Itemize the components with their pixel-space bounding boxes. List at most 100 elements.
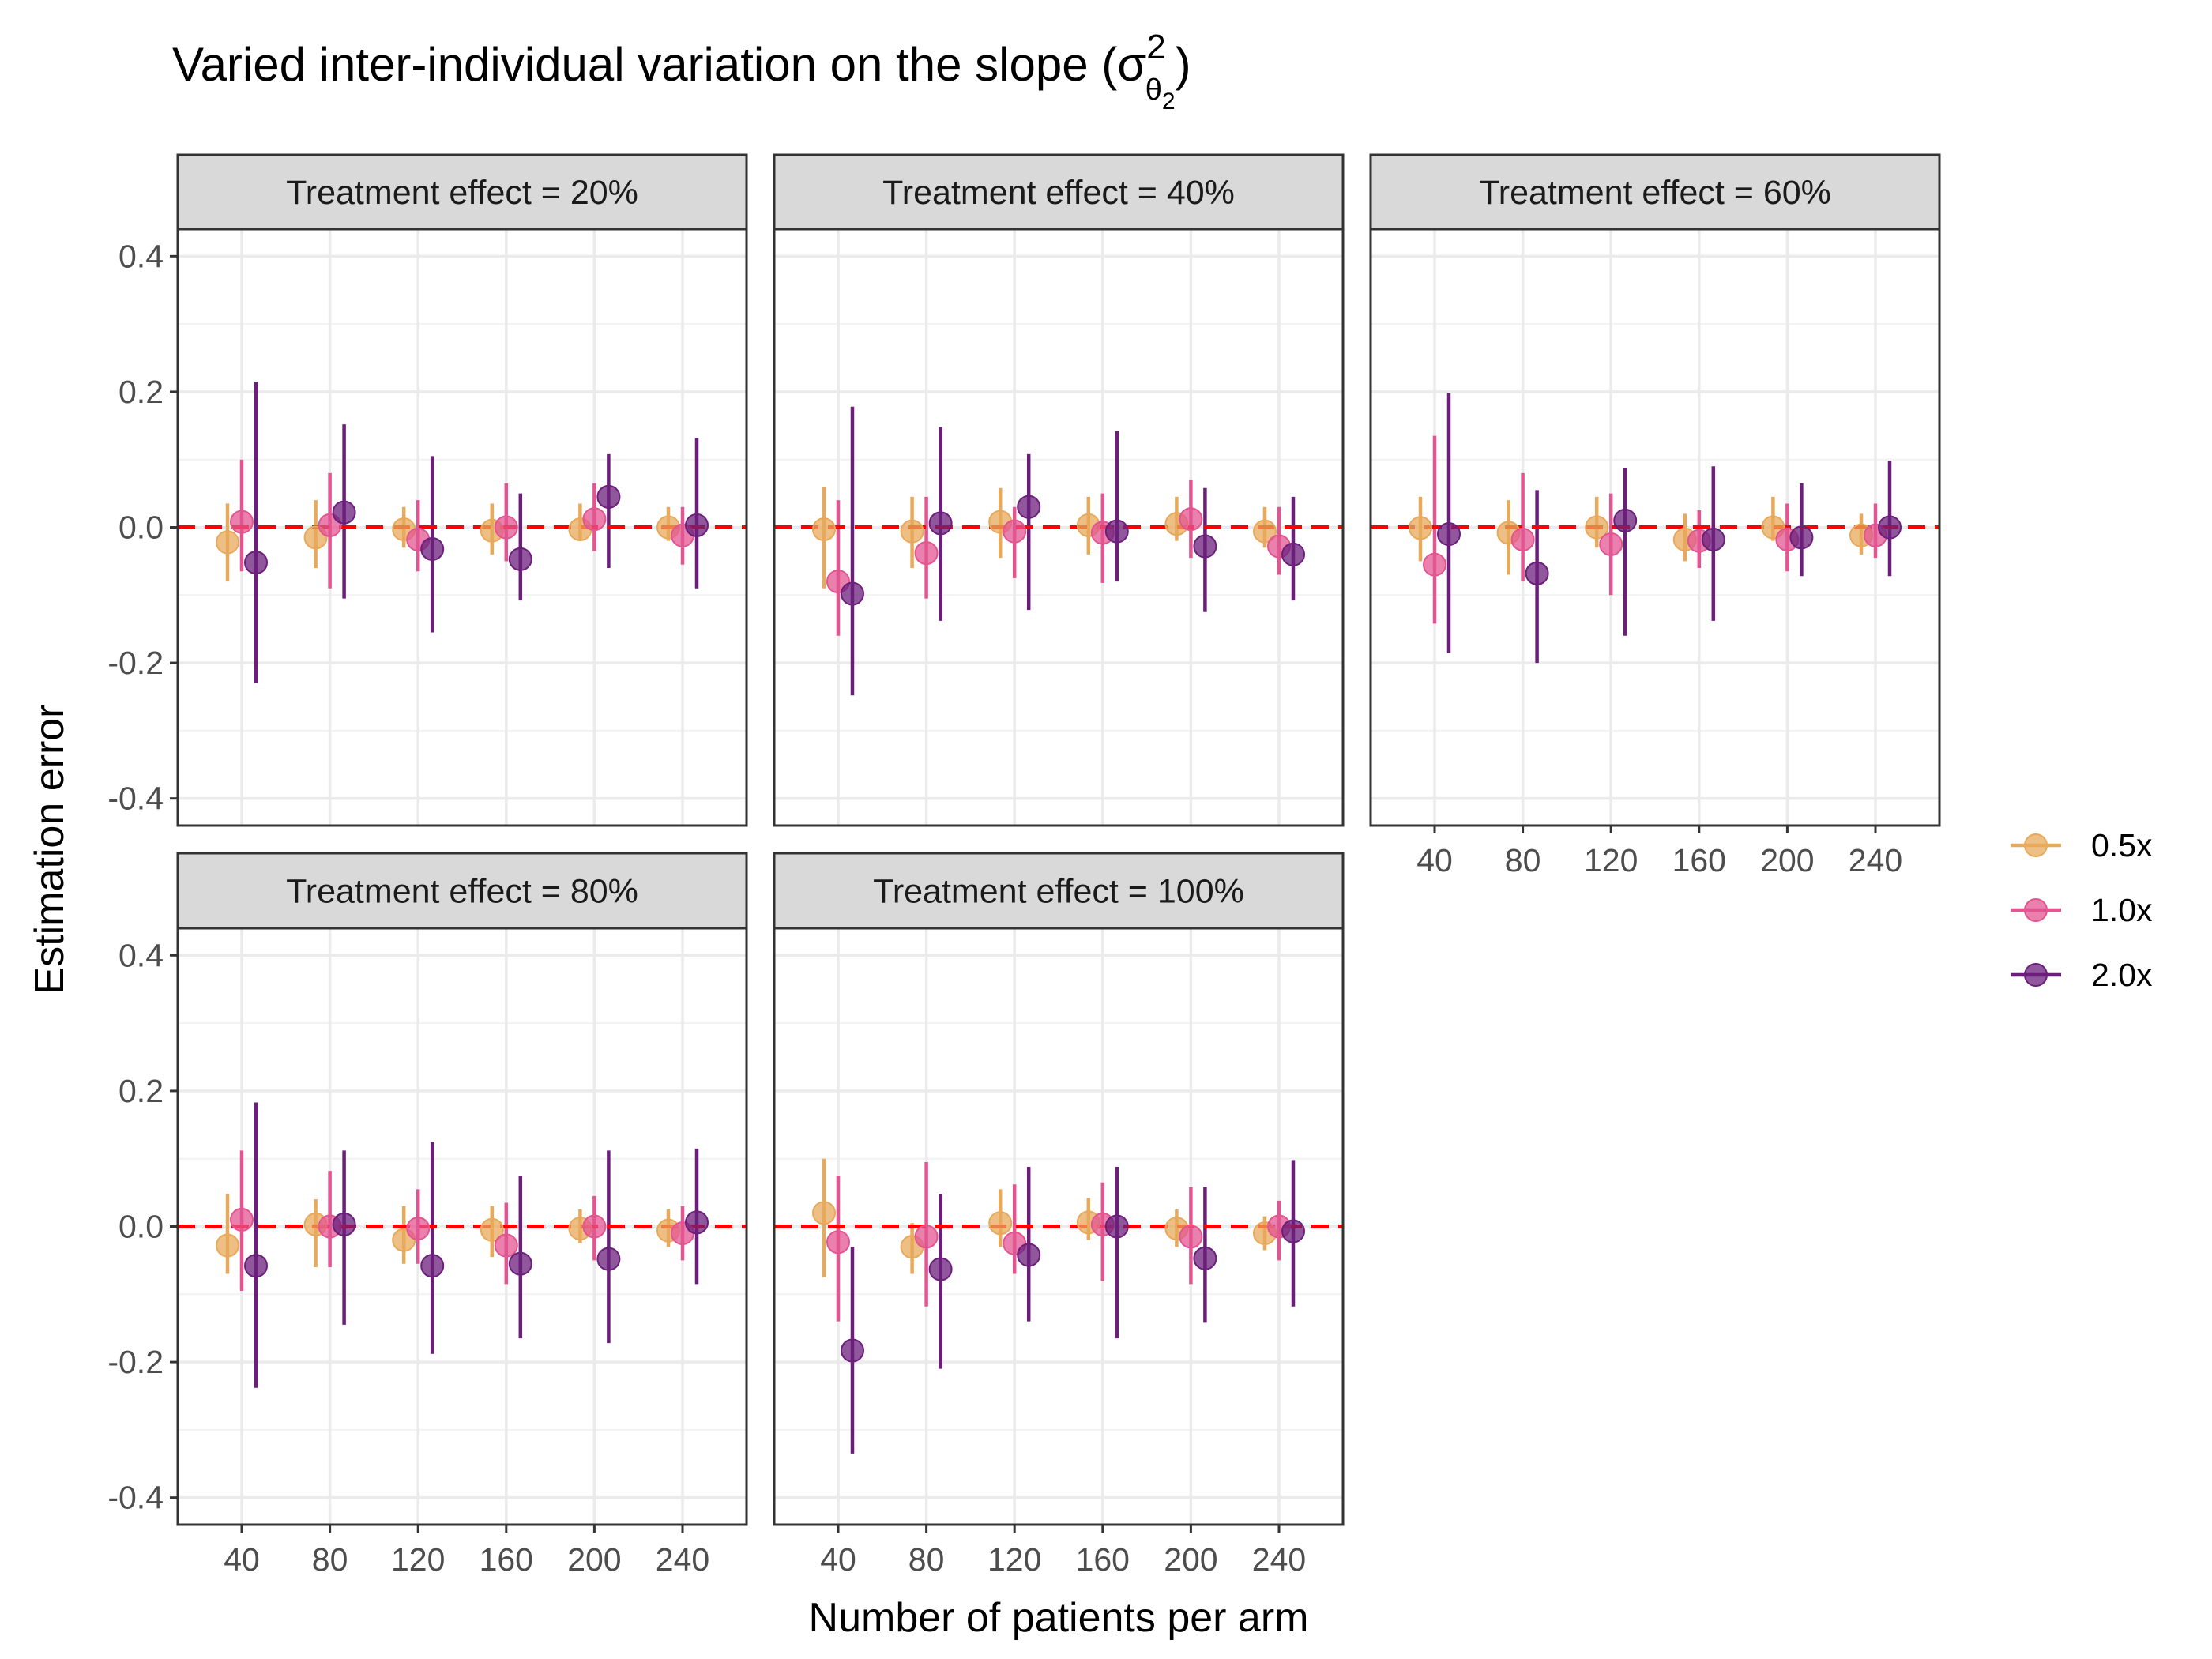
- x-tick-label: 160: [480, 1541, 533, 1578]
- data-point: [914, 1224, 939, 1249]
- x-tick-label: 240: [1252, 1541, 1306, 1578]
- facet-strip-label: Treatment effect = 40%: [882, 174, 1235, 212]
- x-axis-ticks: 40 80 120 160 200 240 40 80 120 160 200 240 40 80 120 1…: [224, 826, 1902, 1578]
- data-point: [812, 1201, 836, 1225]
- y-tick-label: 0.0: [118, 1209, 164, 1245]
- x-tick-label: 200: [1164, 1541, 1217, 1578]
- y-tick-label: 0.4: [118, 238, 164, 274]
- y-tick-label: 0.4: [118, 937, 164, 973]
- facet-strip: [1369, 153, 1941, 231]
- y-tick-label: 0.2: [118, 1073, 164, 1109]
- data-point: [494, 1233, 518, 1258]
- x-tick-label: 40: [1416, 842, 1453, 878]
- facet-strip: [176, 153, 748, 231]
- data-point: [685, 513, 709, 537]
- panel-border: [1369, 228, 1941, 827]
- title-close: ): [1176, 38, 1191, 91]
- data-point: [1017, 495, 1041, 519]
- data-point: [1613, 508, 1638, 532]
- data-point: [332, 500, 356, 525]
- facet-panel: Treatment effect = 80% 0.4 0.2 0.0 -0.2 -0.4: [107, 852, 748, 1526]
- legend-item: 0.5x: [2011, 827, 2153, 863]
- data-point: [582, 507, 607, 532]
- data-point: [508, 547, 532, 571]
- facet-strip: [176, 852, 748, 930]
- title-subscript-index: 2: [1162, 88, 1176, 115]
- facet-panel: Treatment effect = 40%: [773, 153, 1345, 827]
- data-point: [420, 1254, 445, 1278]
- x-tick-label: 120: [391, 1541, 445, 1578]
- facet-strip-label: Treatment effect = 20%: [286, 174, 638, 212]
- y-axis-title: Estimation error: [27, 705, 73, 995]
- x-tick-label: 40: [820, 1541, 856, 1578]
- legend-item: 2.0x: [2011, 957, 2153, 993]
- data-point: [596, 1247, 621, 1271]
- legend-key-point: [2024, 833, 2048, 857]
- x-tick-label: 40: [224, 1541, 260, 1578]
- data-point: [1104, 519, 1129, 544]
- facet-panel: Treatment effect = 20% 0.4 0.2 0.0 -0.2 -0.4: [107, 153, 748, 827]
- panel-border: [773, 927, 1345, 1526]
- data-point: [900, 519, 924, 544]
- x-tick-label: 240: [656, 1541, 709, 1578]
- facet-strip: [773, 153, 1345, 231]
- data-point: [988, 1211, 1013, 1236]
- data-point: [230, 1207, 254, 1232]
- x-tick-label: 80: [908, 1541, 945, 1578]
- data-point: [1437, 522, 1461, 547]
- panel-border: [773, 228, 1345, 827]
- facet-panel: Treatment effect = 100%: [773, 852, 1345, 1526]
- data-point: [1585, 515, 1609, 540]
- x-tick-label: 160: [1672, 842, 1726, 878]
- x-axis-title: Number of patients per arm: [809, 1595, 1309, 1641]
- data-point: [1104, 1214, 1129, 1239]
- data-point: [1193, 1246, 1217, 1270]
- data-point: [841, 1338, 864, 1363]
- y-tick-label: -0.2: [107, 1344, 164, 1380]
- legend-key-point: [2024, 963, 2048, 987]
- facet-strip-label: Treatment effect = 80%: [286, 873, 638, 911]
- y-tick-label: -0.4: [107, 1480, 164, 1516]
- facet-strip-label: Treatment effect = 60%: [1479, 174, 1831, 212]
- data-point: [914, 541, 939, 566]
- data-point: [406, 1217, 431, 1241]
- data-point: [1423, 552, 1446, 577]
- data-point: [928, 511, 953, 536]
- y-tick-label: -0.4: [107, 781, 164, 817]
- data-point: [1193, 534, 1217, 559]
- data-point: [1253, 519, 1277, 544]
- data-point: [244, 551, 268, 575]
- x-tick-label: 120: [1584, 842, 1638, 878]
- facet-panel: Treatment effect = 60%: [1369, 153, 1941, 827]
- data-point: [508, 1251, 532, 1276]
- title-symbol: (σ: [1101, 38, 1146, 91]
- x-tick-label: 160: [1076, 1541, 1130, 1578]
- legend-label: 0.5x: [2091, 827, 2153, 863]
- data-point: [1179, 1224, 1203, 1249]
- data-point: [1281, 1219, 1305, 1243]
- data-point: [420, 536, 445, 561]
- data-point: [216, 1233, 239, 1258]
- data-point: [1281, 542, 1305, 566]
- x-tick-label: 120: [988, 1541, 1041, 1578]
- facet-strip: [773, 852, 1345, 930]
- title-superscript: 2: [1146, 28, 1165, 66]
- data-point: [1017, 1243, 1041, 1267]
- x-tick-label: 200: [567, 1541, 621, 1578]
- data-point: [1789, 525, 1814, 550]
- legend-item: 1.0x: [2011, 892, 2153, 928]
- x-tick-label: 80: [1505, 842, 1541, 878]
- data-point: [582, 1214, 607, 1239]
- x-tick-label: 80: [312, 1541, 348, 1578]
- data-point: [685, 1210, 709, 1235]
- facet-panels: Treatment effect = 20%0.40.20.0-0.2-0.4T…: [107, 153, 1941, 1526]
- legend: 0.5x 1.0x 2.0x: [2011, 827, 2153, 993]
- data-point: [1179, 507, 1203, 532]
- data-point: [244, 1254, 268, 1278]
- data-point: [812, 517, 836, 542]
- chart-title: Varied inter-individual variation on the…: [172, 28, 1191, 115]
- x-tick-label: 200: [1760, 842, 1814, 878]
- data-point: [928, 1257, 953, 1281]
- y-tick-label: 0.0: [118, 510, 164, 546]
